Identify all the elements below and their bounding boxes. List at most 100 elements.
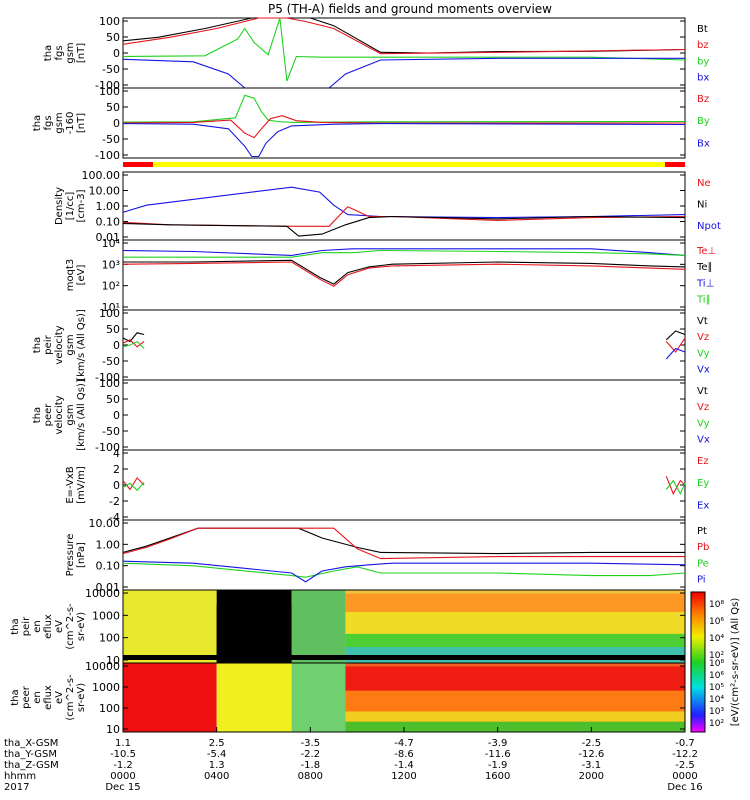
x-tick-label: -11.6	[485, 749, 511, 760]
series-line-black	[122, 527, 685, 555]
y-tick-label: 0.01	[96, 231, 121, 244]
spectrogram-band-0	[123, 663, 217, 732]
panel-frame	[122, 171, 686, 241]
y-axis-label-line: moqt3	[65, 259, 76, 292]
series-line-blue	[122, 57, 685, 89]
series-line-blue	[122, 186, 686, 219]
x-tick-label: -0.7	[675, 738, 695, 749]
x-tick-label: -3.5	[301, 738, 321, 749]
x-tick-label: 2000	[579, 771, 604, 782]
panel-3: 100.00 10.00 1.00 0.10 0.01 Density [1/cc] [cm-…	[54, 169, 721, 244]
panel-frame	[122, 379, 686, 451]
y-tick-label: 1.00	[96, 200, 121, 213]
legend-bt: Bt	[697, 24, 708, 35]
y-tick-label: 0	[113, 339, 120, 352]
colorbar-tick-label: 10⁶	[709, 617, 724, 627]
y-tick-label: 0	[113, 409, 120, 422]
spectrogram-stripe-2	[345, 611, 685, 634]
y-axis-label-line: Density	[54, 187, 65, 225]
panel-10: 10000 1000 100 10 tha peer en eflux eV (cm^2-s-sr…	[10, 660, 686, 736]
spectrogram-floor	[123, 655, 685, 660]
y-tick-label: 0	[113, 479, 120, 492]
x-axis-row-label: tha_X-GSM	[4, 738, 58, 749]
panel-frame	[122, 519, 686, 591]
y-axis-label-line: [nT]	[76, 43, 87, 63]
y-axis-label-line: eflux	[43, 685, 54, 710]
y-tick-label: -100	[95, 441, 120, 454]
figure-title: P5 (TH-A) fields and ground moments over…	[268, 2, 552, 16]
y-tick-label: 10³	[102, 258, 120, 271]
series-line-black	[123, 259, 686, 285]
y-axis-label-line: tha	[32, 337, 43, 353]
y-tick-label: 0	[113, 117, 120, 130]
colorbar-tick-label: 10³	[709, 707, 724, 717]
x-axis-row-label: tha_Y-GSM	[4, 749, 57, 760]
y-tick-label: 0.10	[96, 216, 121, 229]
y-tick-label: -50	[102, 425, 120, 438]
legend-pe: Pe	[697, 558, 709, 569]
legend-pt: Pt	[697, 526, 707, 537]
y-axis-label-line: en	[32, 620, 43, 633]
y-axis-label-line: eV	[54, 620, 65, 633]
legend-te⊥: Te⊥	[696, 246, 716, 257]
series-line-black	[122, 215, 686, 237]
y-tick-label: 10.00	[89, 185, 121, 198]
colorbar-tick-label: 10⁶	[709, 671, 724, 681]
y-tick-label: 0	[113, 47, 120, 60]
spectrogram-stripe-0	[345, 646, 685, 663]
y-tick-label: 50	[106, 323, 120, 336]
y-axis-label-line: velocity	[54, 325, 65, 364]
x-tick-label: 0000	[110, 771, 135, 782]
x-axis-row-label: 2017	[4, 782, 29, 793]
spectrogram-2	[123, 663, 685, 732]
y-tick-label: 50	[106, 393, 120, 406]
x-tick-label: -12.2	[672, 749, 698, 760]
spectrogram-stripe-1	[345, 711, 685, 722]
legend-bx: bx	[697, 73, 709, 84]
y-axis-label-line: tha	[32, 115, 43, 131]
series-line-green	[122, 94, 686, 123]
series-line-black	[122, 332, 145, 343]
spectrogram-band-2	[291, 590, 346, 663]
legend-vz: Vz	[697, 332, 709, 343]
panel-frame	[122, 309, 686, 381]
legend-vy: Vy	[697, 418, 710, 429]
legend-vt: Vt	[697, 386, 708, 397]
x-tick-label: 0400	[204, 771, 229, 782]
x-tick-label: Dec 16	[667, 782, 702, 793]
series-line-red	[665, 337, 686, 353]
x-axis-row-label: tha_Z-GSM	[4, 760, 59, 771]
colorbar-tick-label: 10⁸	[709, 659, 724, 669]
y-axis-label-line: tha	[32, 407, 43, 423]
y-tick-label: 100	[99, 632, 120, 645]
x-tick-label: -2.5	[582, 738, 602, 749]
x-tick-label: -8.6	[394, 749, 414, 760]
legend-te∥: Te∥	[696, 262, 713, 273]
spectrogram-1	[123, 590, 685, 663]
series-line-red	[122, 261, 686, 287]
legend-bz: Bz	[697, 94, 709, 105]
series-line-green	[122, 482, 145, 492]
y-axis-label-line: gsm	[65, 42, 76, 63]
y-tick-label: -50	[102, 355, 120, 368]
y-axis-label-line: [mV/m]	[76, 466, 87, 504]
x-tick-label: -3.1	[582, 760, 602, 771]
y-tick-label: 2	[113, 463, 120, 476]
x-tick-label: -1.4	[394, 760, 414, 771]
x-tick-label: 1.3	[209, 760, 225, 771]
y-axis-label-line: fgs	[43, 115, 54, 130]
x-tick-label: -2.2	[301, 749, 321, 760]
legend-pb: Pb	[697, 542, 709, 553]
spectrogram-stripe-2	[345, 690, 685, 712]
y-axis-label-line: peir	[43, 334, 54, 354]
series-line-blue	[665, 347, 686, 360]
y-tick-label: -2	[109, 495, 120, 508]
panel-4: 10⁴ 10³ 10² 10¹ moqt3 [eV] Te⊥ Te∥ Ti⊥ Ti∥	[65, 237, 716, 314]
spectrogram-stripe-3	[345, 593, 685, 612]
series-line-blue	[122, 248, 686, 256]
y-axis-label-line: en	[32, 691, 43, 704]
series-line-red	[122, 477, 145, 491]
colorbar	[690, 591, 706, 733]
panel-5: 100 50 0 -50 -100 tha peir velocity gsm [km/s (Al…	[32, 307, 710, 384]
